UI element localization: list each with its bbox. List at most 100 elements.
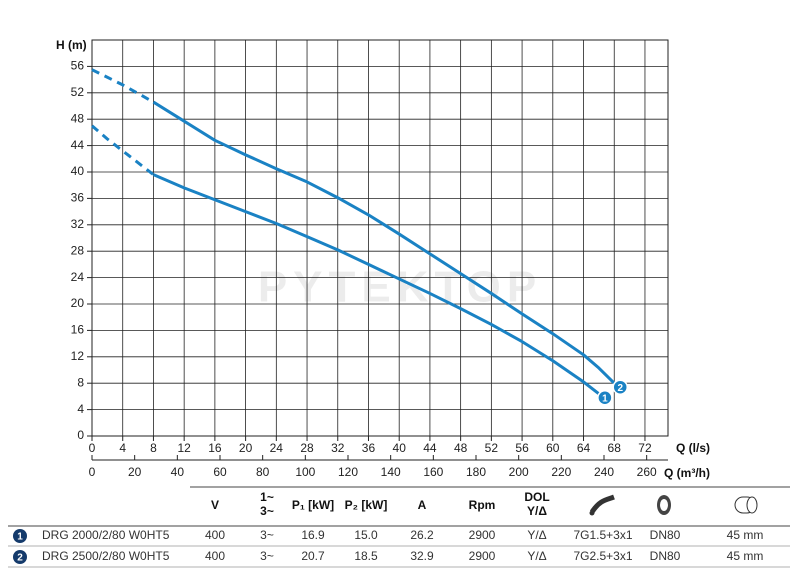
x-tick-label: 16 bbox=[208, 441, 222, 455]
x-tick-label: 56 bbox=[515, 441, 529, 455]
x-tick-label: 20 bbox=[239, 441, 253, 455]
x-tick-label: 64 bbox=[577, 441, 591, 455]
x-tick-label: 52 bbox=[485, 441, 499, 455]
y-tick-label: 24 bbox=[71, 270, 85, 284]
table-cell: 2900 bbox=[469, 528, 496, 542]
table-cell: 20.7 bbox=[301, 549, 325, 563]
x2-axis-label: Q (m³/h) bbox=[664, 466, 710, 480]
x2-tick-label: 60 bbox=[213, 465, 227, 479]
curve bbox=[152, 173, 600, 395]
cable-icon-end bbox=[589, 510, 595, 516]
x2-tick-label: 20 bbox=[128, 465, 142, 479]
curve-dashed bbox=[91, 124, 155, 176]
plot-frame bbox=[91, 39, 669, 437]
x2-tick-label: 100 bbox=[295, 465, 315, 479]
table-cell: 400 bbox=[205, 528, 225, 542]
y-tick-label: 48 bbox=[71, 111, 85, 125]
table-cell: 26.2 bbox=[410, 528, 434, 542]
table-cell: 45 mm bbox=[727, 549, 764, 563]
row-name: DRG 2500/2/80 W0HT5 bbox=[42, 549, 170, 563]
y-tick-label: 32 bbox=[71, 217, 85, 231]
x-tick-label: 28 bbox=[300, 441, 314, 455]
row-name: DRG 2000/2/80 W0HT5 bbox=[42, 528, 170, 542]
curve-marker bbox=[612, 379, 628, 395]
y-tick-label: 28 bbox=[71, 243, 85, 257]
table-cell: 3~ bbox=[260, 549, 274, 563]
x2-tick-label: 80 bbox=[256, 465, 270, 479]
table-header: Y/Δ bbox=[527, 504, 547, 518]
table-header: A bbox=[418, 498, 427, 512]
table-header: 1~ bbox=[260, 490, 274, 504]
flange-icon bbox=[657, 495, 671, 515]
x2-tick-label: 140 bbox=[381, 465, 401, 479]
x-tick-label: 32 bbox=[331, 441, 345, 455]
table-cell: 2900 bbox=[469, 549, 496, 563]
table-cell: 18.5 bbox=[354, 549, 378, 563]
table-header: Rpm bbox=[469, 498, 496, 512]
y-tick-label: 36 bbox=[71, 191, 85, 205]
x-axis-label: Q (l/s) bbox=[676, 441, 710, 455]
table-header: P₁ [kW] bbox=[292, 498, 334, 512]
x-tick-label: 60 bbox=[546, 441, 560, 455]
table-cell: 400 bbox=[205, 549, 225, 563]
curve-marker-label: 2 bbox=[617, 383, 623, 394]
x2-tick-label: 260 bbox=[637, 465, 657, 479]
x-tick-label: 40 bbox=[393, 441, 407, 455]
y-tick-label: 52 bbox=[71, 85, 85, 99]
table-cell: 32.9 bbox=[410, 549, 434, 563]
row-marker bbox=[13, 529, 27, 543]
table-cell: DN80 bbox=[650, 528, 681, 542]
y-axis-label: H (m) bbox=[56, 38, 87, 52]
x-tick-label: 8 bbox=[150, 441, 157, 455]
x-tick-label: 36 bbox=[362, 441, 376, 455]
table-cell: Y/Δ bbox=[527, 528, 546, 542]
table-header: DOL bbox=[524, 490, 549, 504]
table-header: 3~ bbox=[260, 504, 274, 518]
y-tick-label: 8 bbox=[77, 375, 84, 389]
x2-tick-label: 220 bbox=[551, 465, 571, 479]
curve-dashed bbox=[91, 68, 155, 104]
pipe-icon bbox=[734, 496, 758, 514]
x2-tick-label: 40 bbox=[171, 465, 185, 479]
table-header: P₂ [kW] bbox=[345, 498, 388, 512]
x-tick-label: 48 bbox=[454, 441, 468, 455]
table-cell: 45 mm bbox=[727, 528, 764, 542]
curve-marker-label: 1 bbox=[602, 393, 608, 404]
table-cell: 7G1.5+3x1 bbox=[573, 528, 632, 542]
row-marker bbox=[13, 550, 27, 564]
x2-tick-label: 120 bbox=[338, 465, 358, 479]
x-tick-label: 68 bbox=[608, 441, 622, 455]
table-cell: 16.9 bbox=[301, 528, 325, 542]
table-cell: DN80 bbox=[650, 549, 681, 563]
x-tick-label: 44 bbox=[423, 441, 437, 455]
x-tick-label: 24 bbox=[270, 441, 284, 455]
x-tick-label: 72 bbox=[638, 441, 652, 455]
x2-tick-label: 240 bbox=[594, 465, 614, 479]
x-tick-label: 0 bbox=[89, 441, 96, 455]
y-tick-label: 4 bbox=[77, 402, 84, 416]
y-tick-label: 56 bbox=[71, 59, 85, 73]
y-tick-label: 20 bbox=[71, 296, 85, 310]
x2-tick-label: 180 bbox=[466, 465, 486, 479]
y-tick-label: 44 bbox=[71, 138, 85, 152]
curve bbox=[152, 100, 616, 385]
row-marker-label: 1 bbox=[17, 532, 23, 543]
table-cell: Y/Δ bbox=[527, 549, 546, 563]
y-tick-label: 16 bbox=[71, 323, 85, 337]
y-tick-label: 0 bbox=[77, 428, 84, 442]
x2-tick-label: 160 bbox=[423, 465, 443, 479]
table-header: V bbox=[211, 498, 219, 512]
table-cell: 15.0 bbox=[354, 528, 378, 542]
x-tick-label: 4 bbox=[119, 441, 126, 455]
row-marker-label: 2 bbox=[17, 553, 23, 564]
curve-marker bbox=[597, 390, 613, 406]
watermark: PYTEKTOP bbox=[258, 263, 542, 312]
cable-icon bbox=[589, 494, 615, 514]
table-cell: 7G2.5+3x1 bbox=[573, 549, 632, 563]
x-tick-label: 12 bbox=[177, 441, 191, 455]
y-tick-label: 12 bbox=[71, 349, 85, 363]
x2-tick-label: 200 bbox=[509, 465, 529, 479]
table-cell: 3~ bbox=[260, 528, 274, 542]
x2-tick-label: 0 bbox=[89, 465, 96, 479]
